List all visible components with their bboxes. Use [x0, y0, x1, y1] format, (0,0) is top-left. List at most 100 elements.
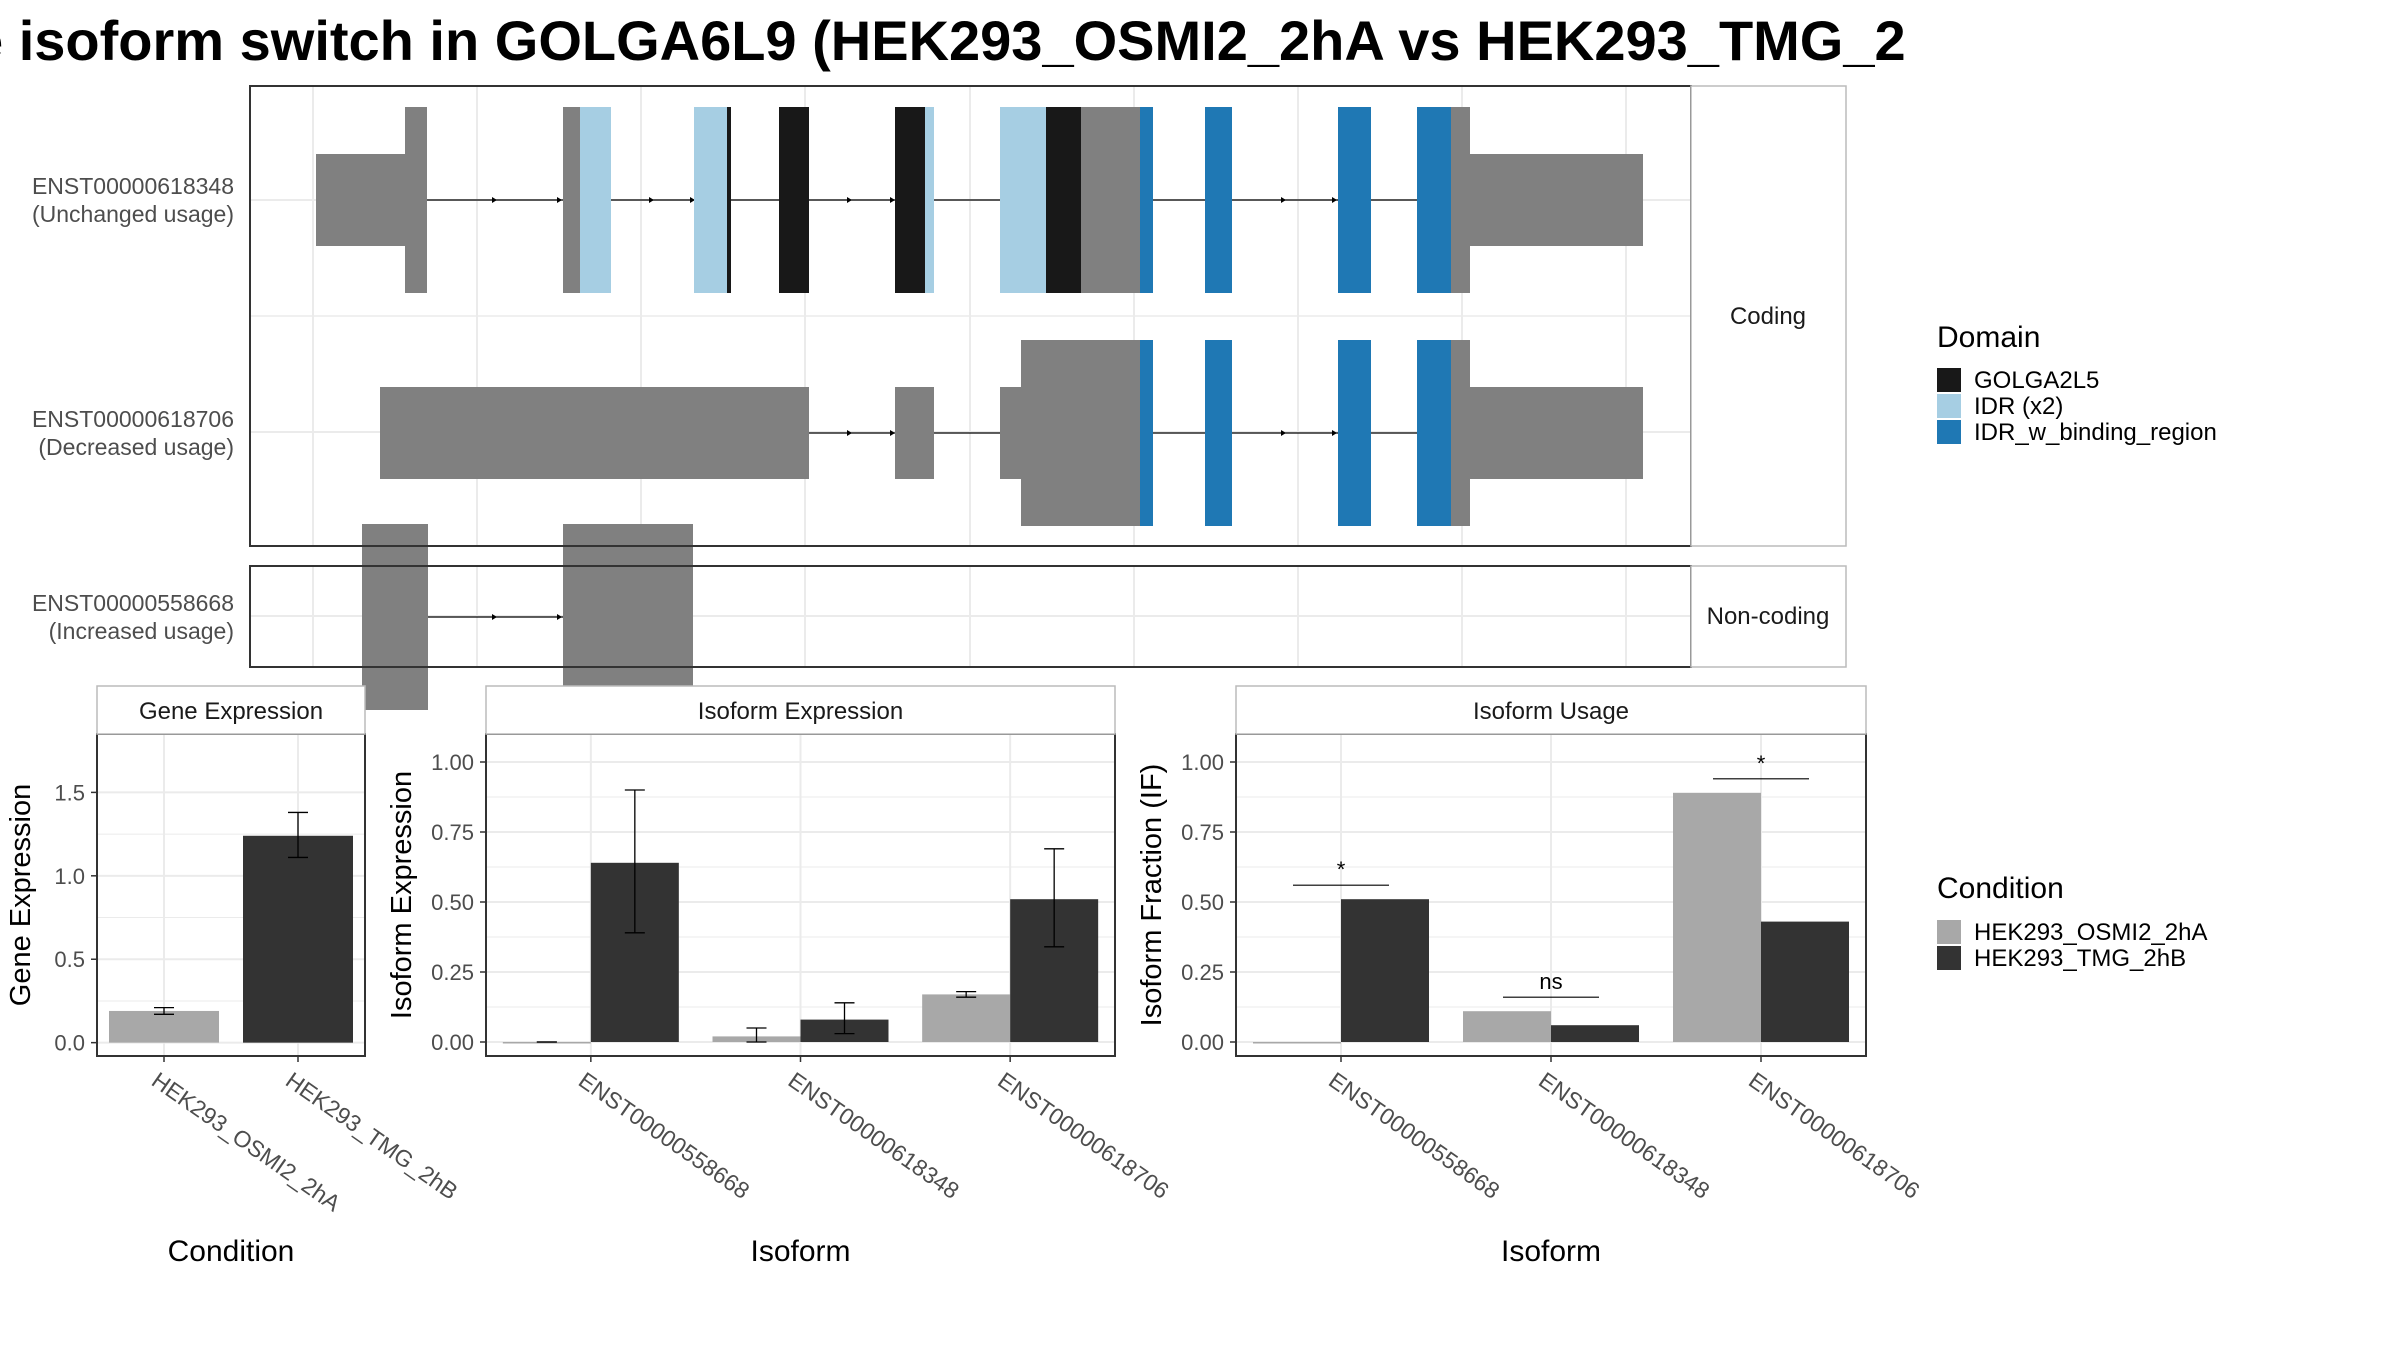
y-tick-label: 0.25	[431, 960, 474, 985]
x-tick-label: ENST00000558668	[574, 1067, 754, 1204]
noncoding-strip	[1690, 565, 1847, 668]
exon-block	[1417, 340, 1451, 526]
exon-block	[895, 387, 934, 479]
y-axis-label: Gene Expression	[5, 784, 37, 1006]
y-tick-label: 0.75	[431, 820, 474, 845]
y-tick-label: 1.00	[431, 750, 474, 775]
exon-block	[1021, 340, 1140, 526]
panel-title: Gene Expression	[139, 698, 323, 725]
figure-title: e isoform switch in GOLGA6L9 (HEK293_OSM…	[0, 9, 1906, 72]
exon-block	[1000, 107, 1046, 293]
bar-mark	[1551, 1025, 1639, 1042]
y-tick-label: 0.5	[54, 947, 85, 972]
exon-block	[563, 524, 693, 710]
panel-title: Isoform Expression	[698, 698, 903, 725]
y-axis-label: Isoform Fraction (IF)	[1136, 764, 1168, 1027]
exon-block	[362, 524, 428, 710]
bar-mark	[502, 1042, 591, 1044]
y-tick-label: 0.75	[1181, 820, 1224, 845]
exon-block	[1451, 340, 1470, 526]
y-tick-label: 0.00	[1181, 1030, 1224, 1055]
condition-legend-title: Condition	[1937, 872, 2064, 905]
x-tick-label: ENST00000618706	[993, 1067, 1173, 1204]
intron-arrow	[1281, 197, 1286, 203]
exon-block	[694, 107, 728, 293]
exon-block	[925, 107, 934, 293]
bar-mark	[1253, 1042, 1341, 1044]
significance-label: *	[1337, 857, 1346, 882]
isoform-id-label: ENST00000618706	[32, 406, 234, 432]
intron-arrow	[690, 197, 695, 203]
exon-block	[1000, 387, 1021, 479]
domain-legend-label: IDR (x2)	[1974, 393, 2063, 420]
x-axis-label: Isoform	[1501, 1235, 1601, 1268]
x-tick-label: ENST00000618348	[1534, 1067, 1714, 1204]
y-tick-label: 0.50	[1181, 890, 1224, 915]
significance-label: *	[1757, 751, 1766, 776]
exon-block	[1140, 340, 1153, 526]
significance-label: ns	[1539, 969, 1562, 994]
bar-mark	[1341, 899, 1429, 1042]
intron-arrow	[847, 197, 852, 203]
bar-mark	[1673, 792, 1761, 1042]
bar-mark	[243, 835, 353, 1043]
exon-block	[1140, 107, 1153, 293]
exon-block	[1338, 340, 1371, 526]
condition-legend-label: HEK293_OSMI2_2hA	[1974, 919, 2207, 946]
coding-strip	[1690, 85, 1847, 547]
exon-block	[405, 107, 427, 293]
intron-arrow	[1332, 430, 1337, 436]
isoform-usage-label: (Unchanged usage)	[32, 201, 234, 227]
y-tick-label: 1.0	[54, 864, 85, 889]
intron-arrow	[492, 614, 497, 620]
intron-arrow	[557, 614, 562, 620]
domain-legend-label: IDR_w_binding_region	[1974, 419, 2217, 446]
panel-title: Isoform Usage	[1473, 698, 1629, 725]
exon-block	[1205, 107, 1232, 293]
y-tick-label: 0.50	[431, 890, 474, 915]
exon-block	[1451, 107, 1470, 293]
intron-arrow	[492, 197, 497, 203]
bar-mark	[1463, 1011, 1551, 1042]
exon-block	[380, 387, 809, 479]
strip-label-noncoding: Non-coding	[1707, 603, 1830, 630]
exon-block	[779, 107, 809, 293]
intron-arrow	[557, 197, 562, 203]
x-axis-label: Isoform	[750, 1235, 850, 1268]
y-tick-label: 1.00	[1181, 750, 1224, 775]
panel-strip	[96, 685, 366, 735]
condition-legend-label: HEK293_TMG_2hB	[1974, 945, 2186, 972]
intron-arrow	[1281, 430, 1286, 436]
exon-block	[1205, 340, 1232, 526]
x-axis-label: Condition	[168, 1235, 295, 1268]
strip-label-coding: Coding	[1730, 303, 1806, 330]
exon-block	[1470, 387, 1643, 479]
exon-block	[1338, 107, 1371, 293]
exon-block	[1470, 154, 1643, 246]
bar-mark	[922, 994, 1011, 1042]
condition-legend-key	[1937, 920, 1961, 944]
y-axis-label: Isoform Expression	[386, 771, 418, 1019]
domain-legend-title: Domain	[1937, 321, 2040, 354]
exon-block	[1081, 107, 1140, 293]
intron-arrow	[890, 197, 895, 203]
exon-block	[1417, 107, 1451, 293]
x-tick-label: ENST00000618348	[784, 1067, 964, 1204]
isoform-id-label: ENST00000558668	[32, 590, 234, 616]
x-tick-label: ENST00000618706	[1744, 1067, 1924, 1204]
intron-arrow	[890, 430, 895, 436]
domain-legend-label: GOLGA2L5	[1974, 367, 2099, 394]
intron-arrow	[847, 430, 852, 436]
exon-block	[580, 107, 611, 293]
panel-strip	[1235, 685, 1867, 735]
bar-mark	[1761, 921, 1849, 1042]
condition-legend-key	[1937, 946, 1961, 970]
y-tick-label: 0.0	[54, 1031, 85, 1056]
x-tick-label: ENST00000558668	[1324, 1067, 1504, 1204]
exon-block	[563, 107, 580, 293]
panel-strip	[485, 685, 1116, 735]
exon-block	[1046, 107, 1081, 293]
y-tick-label: 1.5	[54, 780, 85, 805]
isoform-usage-label: (Increased usage)	[49, 618, 234, 644]
